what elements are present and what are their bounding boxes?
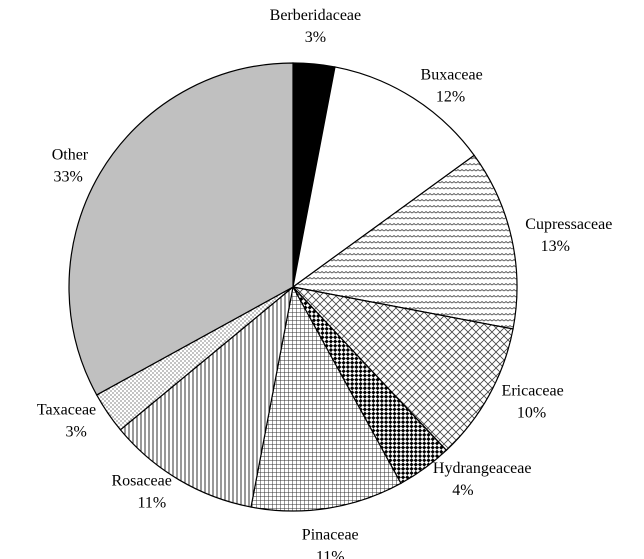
pie-slice bbox=[68, 62, 294, 396]
slice-value-label: 11% bbox=[137, 495, 166, 512]
slice-label: Cupressaceae bbox=[525, 216, 612, 233]
slice-value-label: 10% bbox=[517, 404, 546, 421]
slice-value-label: 11% bbox=[316, 548, 345, 559]
slice-value-label: 13% bbox=[541, 238, 570, 255]
slice-label: Buxaceae bbox=[421, 67, 483, 84]
slice-value-label: 12% bbox=[436, 89, 465, 106]
pie-slice bbox=[291, 286, 514, 452]
slice-label: Other bbox=[52, 147, 89, 164]
slice-label: Rosaceae bbox=[111, 473, 171, 490]
pie-slice bbox=[250, 285, 402, 512]
slice-label: Hydrangeaceae bbox=[433, 460, 532, 477]
slice-label: Pinaceae bbox=[302, 526, 359, 543]
slice-label: Berberidaceae bbox=[270, 7, 361, 24]
pie-slice bbox=[292, 66, 476, 289]
slice-value-label: 3% bbox=[305, 29, 326, 46]
slice-value-label: 3% bbox=[65, 423, 86, 440]
pie-slice bbox=[119, 285, 294, 508]
slice-label: Taxaceae bbox=[37, 401, 96, 418]
slice-label: Ericaceae bbox=[502, 382, 564, 399]
pie-slice bbox=[291, 154, 518, 330]
slice-value-label: 4% bbox=[452, 482, 473, 499]
slice-value-label: 33% bbox=[53, 169, 82, 186]
